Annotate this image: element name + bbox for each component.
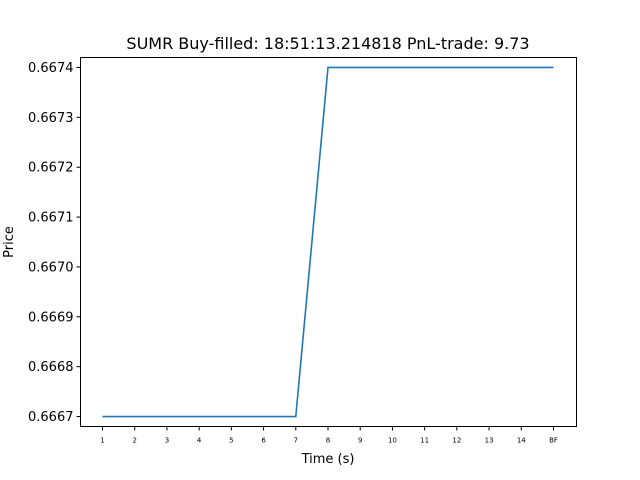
x-tick-label: 2 xyxy=(132,437,136,445)
x-tick-label: 8 xyxy=(326,437,330,445)
y-axis: 0.6667 0.6668 0.6669 0.6670 0.6671 0.6672 0.66… xyxy=(28,61,81,425)
y-axis-label: Price xyxy=(2,226,17,258)
y-tick-label: 0.6671 xyxy=(28,211,74,226)
series-line xyxy=(102,66,554,418)
plot-series xyxy=(102,66,554,418)
y-tick-label: 0.6668 xyxy=(28,360,74,375)
y-tick-label: 0.6674 xyxy=(28,61,74,76)
x-tick-label: 11 xyxy=(420,437,429,445)
x-tick-label: 4 xyxy=(197,437,202,445)
chart-title: SUMR Buy-filled: 18:51:13.214818 PnL-tra… xyxy=(126,34,529,53)
x-tick-label: 5 xyxy=(229,437,233,445)
x-tick-label: 7 xyxy=(294,437,298,445)
x-tick-label: BF xyxy=(549,437,558,445)
x-tick-label: 10 xyxy=(388,437,397,445)
x-tick-label: 13 xyxy=(485,437,494,445)
y-tick-label: 0.6672 xyxy=(28,161,74,176)
y-tick-label: 0.6673 xyxy=(28,111,74,126)
x-tick-label: 12 xyxy=(452,437,461,445)
x-tick-label: 9 xyxy=(358,437,362,445)
x-axis: 1 2 3 4 5 6 7 8 9 10 11 12 13 14 BF xyxy=(100,426,558,445)
x-tick-label: 6 xyxy=(261,437,266,445)
plot-frame xyxy=(80,57,577,427)
y-tick-label: 0.6670 xyxy=(28,260,74,275)
y-tick-label: 0.6667 xyxy=(28,410,74,425)
x-tick-label: 3 xyxy=(165,437,169,445)
x-tick-label: 1 xyxy=(100,437,104,445)
x-axis-label: Time (s) xyxy=(301,452,355,467)
x-tick-label: 14 xyxy=(517,437,526,445)
y-tick-label: 0.6669 xyxy=(28,310,74,325)
